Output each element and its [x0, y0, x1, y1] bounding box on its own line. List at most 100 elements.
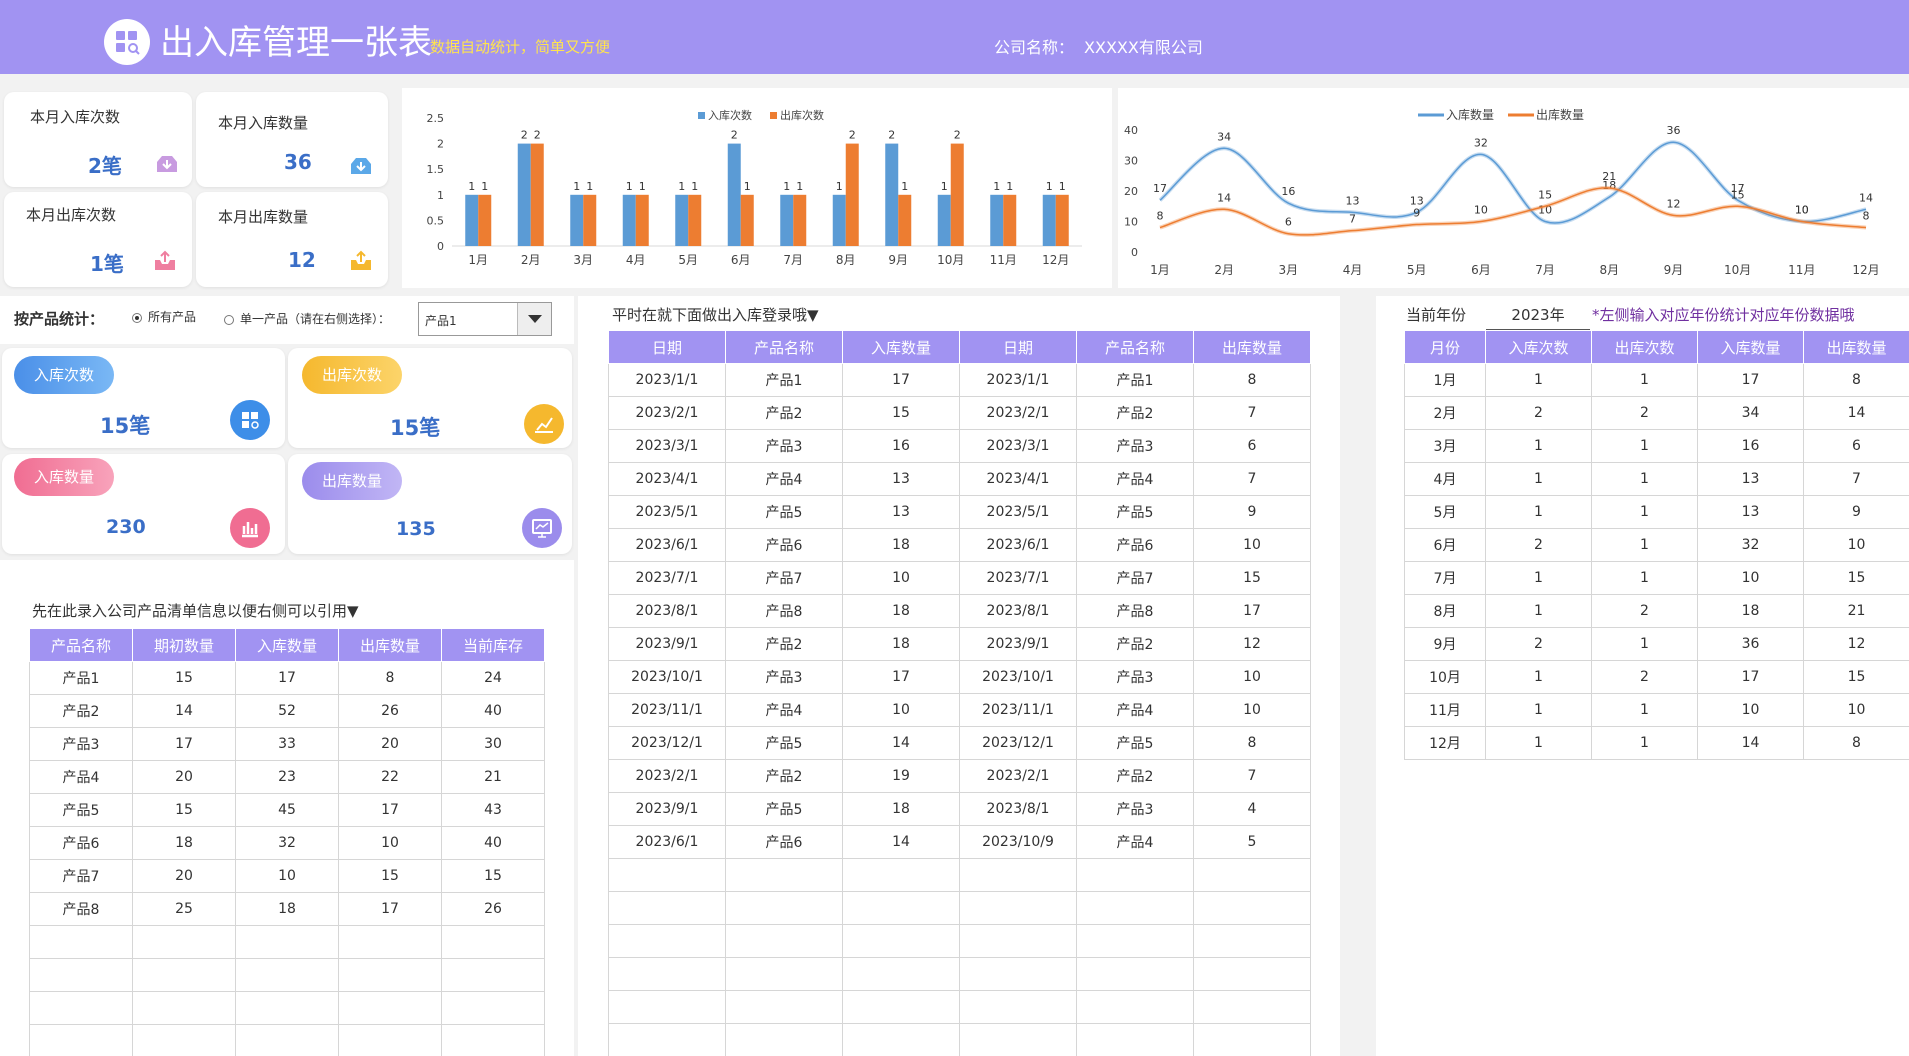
column-header[interactable]: 期初数量	[132, 628, 236, 662]
table-cell[interactable]: 33	[235, 727, 339, 761]
column-header[interactable]: 入库数量	[1697, 330, 1804, 364]
table-cell[interactable]: 17	[1697, 660, 1804, 694]
table-cell[interactable]: 2023/2/1	[959, 759, 1077, 793]
table-cell[interactable]: 15	[132, 793, 236, 827]
table-cell[interactable]	[959, 924, 1077, 958]
table-cell[interactable]: 17	[338, 892, 442, 926]
table-cell[interactable]: 10	[338, 826, 442, 860]
table-cell[interactable]: 产品1	[1076, 363, 1194, 397]
table-cell[interactable]: 20	[132, 859, 236, 893]
table-cell[interactable]: 6	[1193, 429, 1311, 463]
table-cell[interactable]	[959, 891, 1077, 925]
table-cell[interactable]: 13	[1697, 462, 1804, 496]
table-cell[interactable]: 10	[1193, 528, 1311, 562]
table-cell[interactable]	[29, 991, 133, 1025]
table-cell[interactable]: 13	[1697, 495, 1804, 529]
table-cell[interactable]: 10	[1803, 693, 1909, 727]
table-cell[interactable]: 15	[1803, 561, 1909, 595]
table-cell[interactable]: 14	[1697, 726, 1804, 760]
table-cell[interactable]: 18	[842, 594, 960, 628]
table-cell[interactable]: 2023/8/1	[959, 792, 1077, 826]
column-header[interactable]: 产品名称	[725, 330, 843, 364]
table-cell[interactable]	[842, 957, 960, 991]
table-cell[interactable]: 产品2	[29, 694, 133, 728]
table-cell[interactable]	[608, 957, 726, 991]
table-cell[interactable]: 8	[1193, 363, 1311, 397]
table-cell[interactable]	[1076, 858, 1194, 892]
table-cell[interactable]: 2	[1485, 528, 1592, 562]
table-cell[interactable]	[132, 925, 236, 959]
table-cell[interactable]: 2023/5/1	[608, 495, 726, 529]
table-cell[interactable]	[235, 925, 339, 959]
radio-all-products[interactable]: 所有产品	[132, 308, 196, 325]
table-cell[interactable]: 4月	[1404, 462, 1486, 496]
table-cell[interactable]	[235, 991, 339, 1025]
table-cell[interactable]: 1	[1591, 726, 1698, 760]
column-header[interactable]: 入库数量	[235, 628, 339, 662]
table-cell[interactable]: 7	[1193, 759, 1311, 793]
table-cell[interactable]: 21	[441, 760, 545, 794]
table-cell[interactable]: 17	[842, 363, 960, 397]
table-cell[interactable]: 1	[1485, 462, 1592, 496]
table-cell[interactable]: 2023/4/1	[959, 462, 1077, 496]
table-cell[interactable]: 30	[441, 727, 545, 761]
table-cell[interactable]: 产品6	[725, 528, 843, 562]
table-cell[interactable]: 产品3	[725, 660, 843, 694]
column-header[interactable]: 入库次数	[1485, 330, 1592, 364]
table-cell[interactable]: 15	[132, 661, 236, 695]
table-cell[interactable]	[1193, 858, 1311, 892]
table-cell[interactable]: 1	[1591, 693, 1698, 727]
table-cell[interactable]	[1193, 891, 1311, 925]
column-header[interactable]: 日期	[959, 330, 1077, 364]
table-cell[interactable]	[29, 925, 133, 959]
table-cell[interactable]: 40	[441, 826, 545, 860]
table-cell[interactable]: 32	[1697, 528, 1804, 562]
table-cell[interactable]: 2023/9/1	[608, 627, 726, 661]
table-cell[interactable]	[608, 891, 726, 925]
table-cell[interactable]: 20	[338, 727, 442, 761]
table-cell[interactable]: 2	[1485, 396, 1592, 430]
table-cell[interactable]: 2023/3/1	[959, 429, 1077, 463]
column-header[interactable]: 月份	[1404, 330, 1486, 364]
table-cell[interactable]: 2023/4/1	[608, 462, 726, 496]
table-cell[interactable]: 产品7	[1076, 561, 1194, 595]
table-cell[interactable]	[725, 858, 843, 892]
column-header[interactable]: 出库数量	[1803, 330, 1909, 364]
table-cell[interactable]: 23	[235, 760, 339, 794]
table-cell[interactable]: 15	[1193, 561, 1311, 595]
table-cell[interactable]: 14	[132, 694, 236, 728]
table-cell[interactable]	[132, 991, 236, 1025]
table-cell[interactable]: 产品8	[29, 892, 133, 926]
table-cell[interactable]: 1	[1485, 726, 1592, 760]
table-cell[interactable]: 产品2	[725, 396, 843, 430]
table-cell[interactable]: 2023/8/1	[608, 594, 726, 628]
table-cell[interactable]: 产品8	[1076, 594, 1194, 628]
table-cell[interactable]: 20	[132, 760, 236, 794]
table-cell[interactable]: 2023/7/1	[608, 561, 726, 595]
table-cell[interactable]: 产品7	[29, 859, 133, 893]
table-cell[interactable]: 21	[1803, 594, 1909, 628]
table-cell[interactable]: 2	[1591, 660, 1698, 694]
table-cell[interactable]: 1	[1591, 528, 1698, 562]
table-cell[interactable]: 10	[1193, 693, 1311, 727]
table-cell[interactable]	[441, 991, 545, 1025]
table-cell[interactable]: 17	[1697, 363, 1804, 397]
table-cell[interactable]: 10	[1193, 660, 1311, 694]
table-cell[interactable]: 7	[1193, 462, 1311, 496]
table-cell[interactable]	[842, 924, 960, 958]
table-cell[interactable]: 产品8	[725, 594, 843, 628]
table-cell[interactable]	[725, 957, 843, 991]
table-cell[interactable]: 产品2	[725, 759, 843, 793]
table-cell[interactable]: 18	[842, 627, 960, 661]
table-cell[interactable]	[959, 1023, 1077, 1056]
table-cell[interactable]: 2023/11/1	[959, 693, 1077, 727]
table-cell[interactable]: 8月	[1404, 594, 1486, 628]
table-cell[interactable]	[959, 990, 1077, 1024]
table-cell[interactable]	[725, 924, 843, 958]
table-cell[interactable]: 2023/9/1	[959, 627, 1077, 661]
table-cell[interactable]: 1	[1591, 495, 1698, 529]
table-cell[interactable]	[29, 958, 133, 992]
table-cell[interactable]: 34	[1697, 396, 1804, 430]
table-cell[interactable]: 14	[1803, 396, 1909, 430]
year-input[interactable]: 2023年	[1486, 300, 1590, 331]
